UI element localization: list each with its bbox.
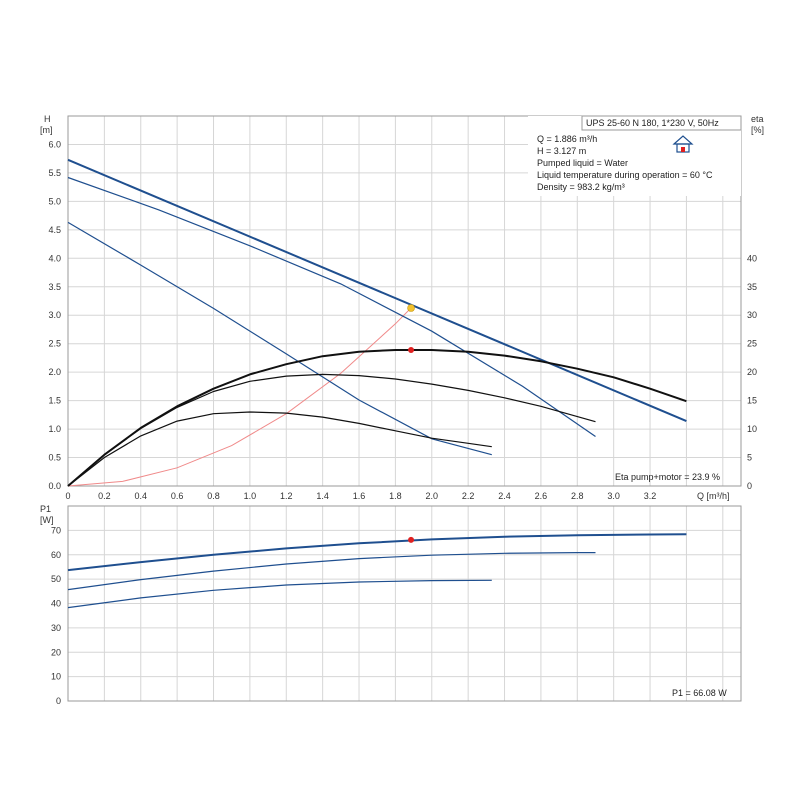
head-tick-label: 2.5 [48,339,61,349]
head-tick-label: 1.0 [48,424,61,434]
head-tick-label: 3.5 [48,282,61,292]
x-tick-label: 1.2 [280,491,293,501]
head-tick-label: 4.0 [48,253,61,263]
head-tick-label: 6.0 [48,139,61,149]
shop-logo-icon [672,135,694,153]
head-axis-unit: [m] [40,125,53,135]
head-curve [67,176,596,437]
x-tick-label: 0.6 [171,491,184,501]
power-tick-label: 70 [51,525,61,535]
info-box: UPS 25-60 N 180, 1*230 V, 50Hz Q = 1.886… [528,115,742,196]
eta-tick-label: 35 [747,282,757,292]
x-tick-label: 2.8 [571,491,584,501]
x-axis-ticks: 0 0.2 0.4 0.6 0.8 1.0 1.2 1.4 1.6 1.8 2.0 2.2 2.4 2.6… [65,491,656,501]
power-tick-label: 60 [51,550,61,560]
eta-axis-unit: [%] [751,125,764,135]
info-line: H = 3.127 m [537,146,586,156]
x-tick-label: 1.6 [353,491,366,501]
x-tick-label: 2.0 [426,491,439,501]
power-tick-label: 10 [51,672,61,682]
power-tick-label: 50 [51,574,61,584]
head-tick-label: 0.0 [48,481,61,491]
info-line: Q = 1.886 m³/h [537,134,597,144]
eta-tick-label: 10 [747,424,757,434]
head-tick-label: 5.5 [48,168,61,178]
eta-annotation: Eta pump+motor = 23.9 % [615,472,720,482]
info-line: Density = 983.2 kg/m³ [537,182,625,192]
eta-tick-label: 0 [747,481,752,491]
top-panel-curves [67,158,687,487]
system-curve [67,307,412,487]
eta-tick-label: 25 [747,339,757,349]
power-curve [67,552,596,591]
head-tick-label: 5.0 [48,196,61,206]
power-tick-label: 40 [51,599,61,609]
bottom-panel-grid [68,506,741,701]
operating-point-power [408,536,415,543]
x-tick-label: 3.2 [644,491,657,501]
x-tick-label: 0.4 [134,491,147,501]
eta-axis-ticks: 0 5 10 15 20 25 30 35 40 [747,253,757,491]
x-tick-label: 3.0 [607,491,620,501]
eta-tick-label: 15 [747,396,757,406]
eta-axis-title: eta [751,114,764,124]
bottom-panel-curves [67,533,687,609]
eta-tick-label: 5 [747,453,752,463]
eta-curve [67,349,687,487]
head-tick-label: 3.0 [48,310,61,320]
x-axis-title: Q [m³/h] [697,491,730,501]
power-tick-label: 30 [51,623,61,633]
head-tick-label: 0.5 [48,453,61,463]
head-curve [67,221,492,456]
x-tick-label: 0 [65,491,70,501]
head-axis-title: H [44,114,51,124]
head-tick-label: 2.0 [48,367,61,377]
head-curve [67,158,687,423]
power-curve [67,579,492,609]
eta-tick-label: 30 [747,310,757,320]
power-curve [67,533,687,572]
bottom-panel-frame [67,505,742,702]
x-tick-label: 1.0 [244,491,257,501]
power-annotation: P1 = 66.08 W [672,688,727,698]
head-axis-ticks: 0.0 0.5 1.0 1.5 2.0 2.5 3.0 3.5 4.0 4.5 5.0 5.5 6.0 [48,139,61,491]
x-tick-label: 2.6 [535,491,548,501]
power-axis-title: P1 [40,504,51,514]
info-title: UPS 25-60 N 180, 1*230 V, 50Hz [586,118,719,128]
eta-curve [67,411,492,487]
eta-tick-label: 20 [747,367,757,377]
top-panel-frame [67,115,742,487]
power-axis-ticks: 0 10 20 30 40 50 60 70 [51,525,61,706]
x-tick-label: 1.8 [389,491,402,501]
eta-curve [67,373,596,487]
power-tick-label: 0 [56,696,61,706]
x-tick-label: 0.8 [207,491,220,501]
info-line: Pumped liquid = Water [537,158,628,168]
eta-tick-label: 40 [747,253,757,263]
x-tick-label: 1.4 [316,491,329,501]
x-tick-label: 2.4 [498,491,511,501]
power-axis-unit: [W] [40,515,54,525]
head-tick-label: 4.5 [48,225,61,235]
x-tick-label: 2.2 [462,491,475,501]
info-line: Liquid temperature during operation = 60… [537,170,713,180]
operating-point-head [407,304,415,312]
power-tick-label: 20 [51,647,61,657]
head-tick-label: 1.5 [48,396,61,406]
operating-point-eta [408,346,415,353]
x-tick-label: 0.2 [98,491,111,501]
